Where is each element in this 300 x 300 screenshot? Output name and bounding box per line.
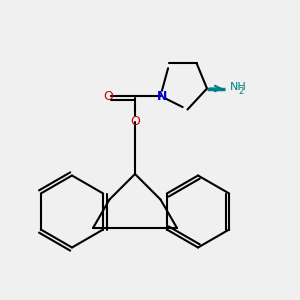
Text: O: O [103,89,113,103]
Text: O: O [130,115,140,128]
Text: 2: 2 [238,87,244,96]
Text: NH: NH [230,82,246,92]
Text: N: N [157,89,167,103]
